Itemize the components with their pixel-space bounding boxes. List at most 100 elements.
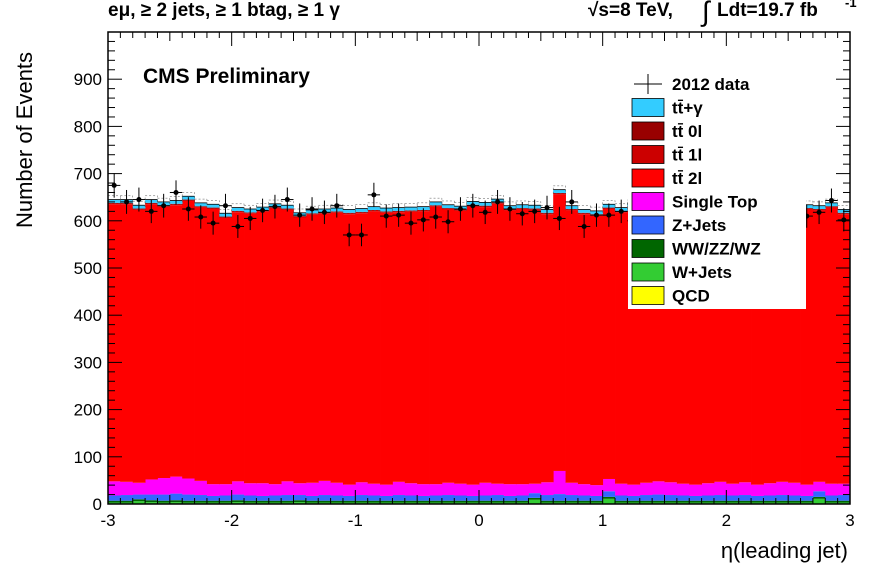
bar-4-46 — [676, 483, 690, 496]
bar-8-7 — [194, 202, 208, 207]
bar-4-3 — [145, 479, 158, 495]
bar-4-18 — [330, 482, 344, 496]
bar-2-23 — [392, 500, 406, 503]
bar-3-53 — [763, 495, 777, 501]
bar-3-49 — [713, 495, 727, 501]
bar-4-45 — [664, 482, 678, 496]
data-point-28 — [457, 206, 463, 212]
bar-3-5 — [169, 493, 183, 501]
uncertainty-band-37 — [565, 201, 579, 210]
x-tick-label-3: 0 — [474, 511, 483, 530]
bar-8-0 — [108, 199, 121, 203]
data-point-5 — [173, 189, 179, 195]
data-point-9 — [222, 203, 228, 209]
bar-5-6 — [182, 200, 195, 479]
bar-5-9 — [219, 217, 233, 485]
bar-2-44 — [652, 500, 665, 503]
bar-3-18 — [330, 495, 344, 501]
bar-1-8 — [206, 502, 220, 504]
bar-1-37 — [565, 502, 579, 504]
uncertainty-band-40 — [602, 200, 616, 209]
bar-4-22 — [380, 484, 393, 496]
legend-label-0: 2012 data — [672, 75, 750, 94]
bar-5-30 — [479, 207, 492, 483]
y-tick-label-7: 700 — [74, 165, 102, 184]
bar-1-44 — [652, 502, 665, 504]
data-point-15 — [297, 212, 303, 218]
data-point-20 — [359, 232, 365, 238]
bar-3-31 — [491, 495, 505, 501]
bar-5-37 — [565, 210, 579, 483]
bar-4-48 — [701, 483, 715, 496]
bar-1-48 — [701, 502, 715, 504]
data-point-19 — [346, 232, 352, 238]
uncertainty-band-23 — [392, 203, 406, 212]
bar-3-29 — [466, 495, 480, 501]
uncertainty-band-58 — [825, 198, 838, 207]
uncertainty-band-35 — [540, 205, 554, 214]
bar-5-21 — [367, 211, 381, 484]
bar-1-42 — [627, 502, 641, 504]
bar-3-30 — [479, 495, 492, 501]
bar-1-53 — [763, 502, 777, 504]
bar-4-26 — [429, 484, 443, 496]
bar-1-27 — [441, 502, 455, 504]
bar-3-54 — [775, 495, 789, 501]
bar-2-7 — [194, 500, 208, 503]
bar-5-2 — [132, 209, 146, 483]
bar-5-19 — [342, 214, 356, 485]
uncertainty-band-6 — [181, 192, 195, 201]
bar-1-14 — [281, 502, 294, 504]
bar-4-29 — [466, 484, 480, 496]
bar-1-26 — [429, 502, 443, 504]
bar-5-3 — [145, 204, 158, 480]
bar-3-2 — [132, 494, 146, 500]
bar-5-57 — [812, 210, 826, 482]
legend-label-5: Single Top — [672, 193, 758, 212]
bar-2-57 — [812, 496, 826, 499]
bar-4-13 — [268, 484, 282, 496]
bar-1-17 — [318, 502, 331, 504]
bar-2-59 — [837, 500, 851, 503]
data-point-3 — [148, 208, 154, 214]
bar-4-24 — [404, 483, 418, 496]
y-axis-label: Number of Events — [12, 52, 37, 228]
bar-3-28 — [454, 495, 468, 501]
uncertainty-band-19 — [342, 205, 356, 214]
bar-4-51 — [738, 482, 752, 496]
bar-5-25 — [417, 211, 430, 485]
bar-4-37 — [565, 482, 579, 496]
bar-2-4 — [157, 500, 171, 503]
bar-4-53 — [763, 483, 777, 496]
bar-3-45 — [664, 495, 678, 501]
bar-2-15 — [293, 500, 307, 503]
tick-labels: -3 -2 -1 0 1 2 3 0 100 200 300 400 500 600 700 800 900 — [74, 70, 855, 530]
bar-3-17 — [318, 495, 331, 501]
bar-2-51 — [738, 500, 752, 503]
x-tick-label-0: -3 — [100, 511, 115, 530]
bar-2-42 — [627, 500, 641, 503]
data-point-6 — [185, 206, 191, 212]
bar-2-35 — [540, 500, 554, 503]
bar-2-32 — [503, 500, 517, 503]
bar-5-59 — [837, 214, 851, 484]
bar-8-10 — [231, 207, 245, 211]
bar-4-0 — [108, 481, 121, 496]
bar-1-56 — [800, 502, 814, 504]
bar-1-4 — [157, 502, 171, 504]
uncertainty-band-20 — [355, 204, 368, 213]
bar-3-3 — [145, 494, 158, 501]
bar-2-2 — [132, 499, 146, 502]
bar-5-18 — [330, 212, 344, 483]
bar-3-36 — [553, 494, 566, 501]
bar-1-36 — [553, 502, 566, 504]
bar-4-15 — [293, 483, 307, 496]
bar-4-40 — [602, 478, 616, 492]
bar-1-49 — [713, 502, 727, 504]
legend-label-7: WW/ZZ/WZ — [672, 240, 761, 259]
data-point-14 — [284, 197, 290, 203]
bar-1-39 — [590, 502, 604, 504]
bar-3-48 — [701, 495, 715, 501]
legend-label-4: tt̄ 2l — [672, 169, 702, 188]
bar-5-24 — [404, 211, 418, 484]
